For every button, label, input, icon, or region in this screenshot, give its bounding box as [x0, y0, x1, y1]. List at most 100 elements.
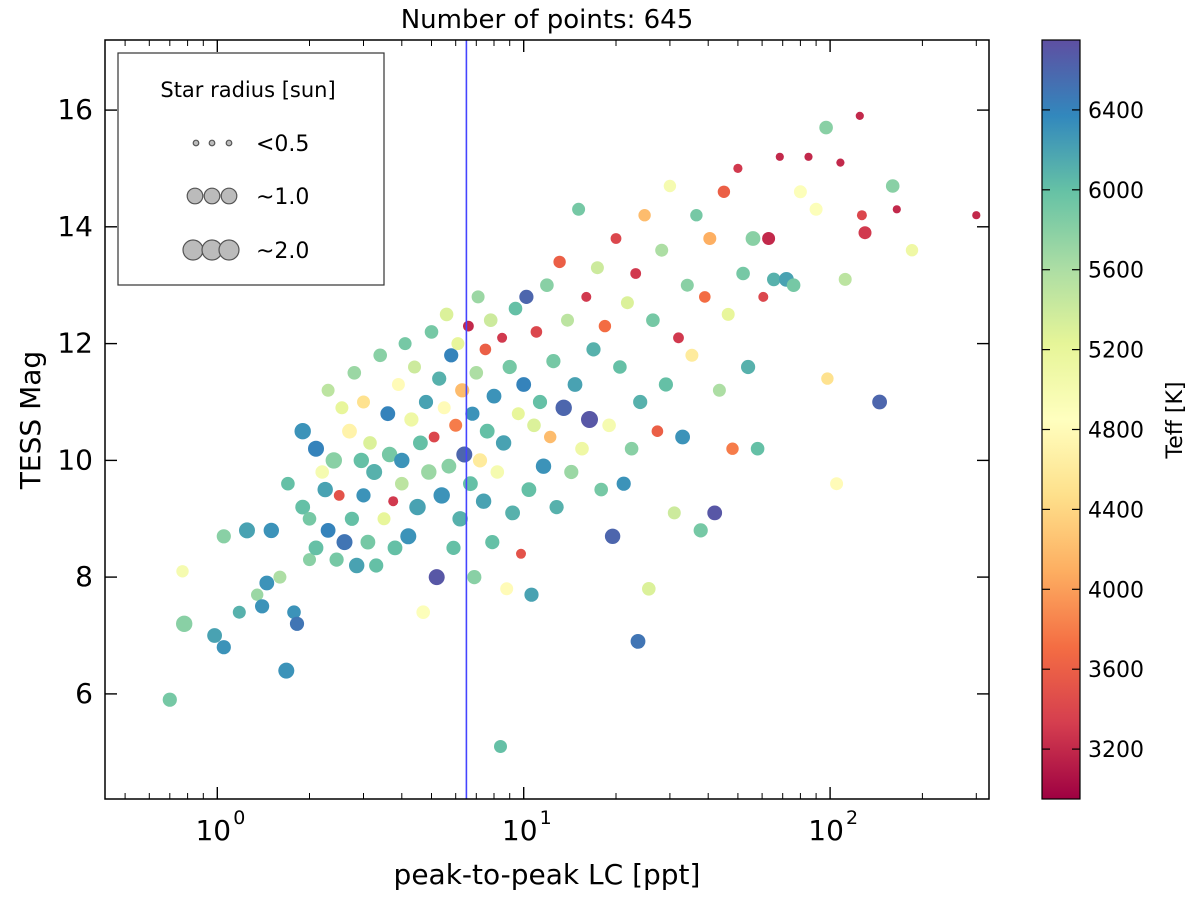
data-point [377, 512, 391, 526]
data-point [717, 185, 731, 198]
data-point [736, 266, 750, 281]
data-point [540, 278, 554, 293]
legend-marker [182, 239, 204, 261]
y-axis-label: TESS Mag [14, 351, 47, 490]
y-tick-label: 10 [57, 443, 93, 476]
colorbar-tick-label: 3200 [1088, 738, 1144, 763]
data-point [400, 528, 417, 545]
data-point [633, 394, 648, 410]
data-point [452, 511, 468, 527]
y-tick-label: 8 [75, 560, 93, 593]
x-tick-label: 10 [502, 814, 538, 847]
data-point [885, 179, 900, 193]
data-point [745, 231, 761, 246]
data-point [630, 268, 642, 279]
data-point [530, 326, 543, 338]
data-point [366, 464, 383, 480]
data-point [685, 348, 699, 362]
data-point [616, 476, 631, 491]
data-point [216, 640, 231, 655]
data-point [726, 442, 739, 455]
legend-title: Star radius [sun] [160, 78, 335, 102]
colorbar-tick-label: 6400 [1088, 99, 1144, 124]
data-point [680, 278, 694, 292]
data-point [479, 343, 492, 356]
data-point [741, 359, 756, 375]
data-point [413, 435, 428, 451]
data-point [486, 388, 502, 404]
colorbar-tick-label: 5200 [1088, 339, 1144, 364]
data-point [398, 337, 412, 351]
data-point [162, 692, 177, 707]
data-point [281, 476, 295, 491]
data-point [347, 366, 362, 380]
data-point [693, 523, 708, 538]
x-tick-label: 10 [195, 814, 231, 847]
data-point [508, 301, 523, 316]
data-point [479, 423, 495, 439]
data-point [456, 446, 473, 463]
data-point [483, 313, 498, 328]
y-tick-label: 16 [57, 93, 93, 126]
data-point [315, 465, 330, 479]
data-point [289, 616, 305, 631]
data-point [394, 452, 410, 469]
colorbar-tick-label: 5600 [1088, 259, 1144, 284]
data-point [404, 412, 419, 427]
data-point [363, 436, 377, 450]
data-point [432, 371, 447, 386]
data-point [892, 205, 901, 214]
data-point [758, 291, 769, 302]
data-point [497, 332, 508, 343]
data-point [321, 383, 335, 397]
legend-label: ~1.0 [256, 185, 309, 210]
data-point [251, 588, 264, 601]
data-point [613, 360, 627, 374]
data-point [524, 587, 539, 602]
data-point [549, 500, 564, 515]
data-point [598, 319, 612, 333]
data-point [408, 360, 421, 374]
data-point [642, 582, 656, 596]
data-point [317, 481, 333, 498]
data-point [259, 575, 275, 591]
data-point [658, 377, 674, 392]
data-point [472, 453, 488, 468]
plot-frame [104, 39, 990, 800]
data-point [353, 452, 369, 469]
y-tick-label: 14 [57, 210, 93, 243]
data-point [437, 401, 451, 415]
data-point [500, 582, 514, 596]
data-point [232, 605, 246, 619]
data-point [428, 431, 440, 443]
data-point [308, 540, 324, 556]
data-point [651, 425, 664, 438]
data-point [446, 540, 461, 556]
data-point [775, 152, 784, 161]
data-point [667, 506, 681, 520]
data-point [544, 430, 557, 444]
data-point [590, 261, 604, 275]
data-point [690, 209, 703, 222]
x-tick-exponent: 0 [233, 807, 245, 829]
data-point [216, 529, 231, 544]
colorbar-label: Teff [K] [1163, 382, 1188, 460]
data-point [972, 211, 981, 220]
data-point [278, 662, 295, 679]
data-point [804, 152, 813, 161]
data-point [428, 569, 445, 586]
legend-box [117, 52, 385, 286]
data-point [295, 499, 311, 515]
data-point [836, 158, 845, 167]
data-point [388, 496, 399, 507]
data-point [673, 332, 684, 344]
data-point [519, 289, 534, 304]
legend-label: <0.5 [256, 132, 309, 157]
legend-marker [218, 239, 240, 261]
legend-marker [192, 139, 200, 147]
colorbar-tick-label: 6000 [1088, 179, 1144, 204]
data-point [357, 395, 370, 409]
data-point [712, 383, 726, 397]
data-point [564, 464, 579, 480]
